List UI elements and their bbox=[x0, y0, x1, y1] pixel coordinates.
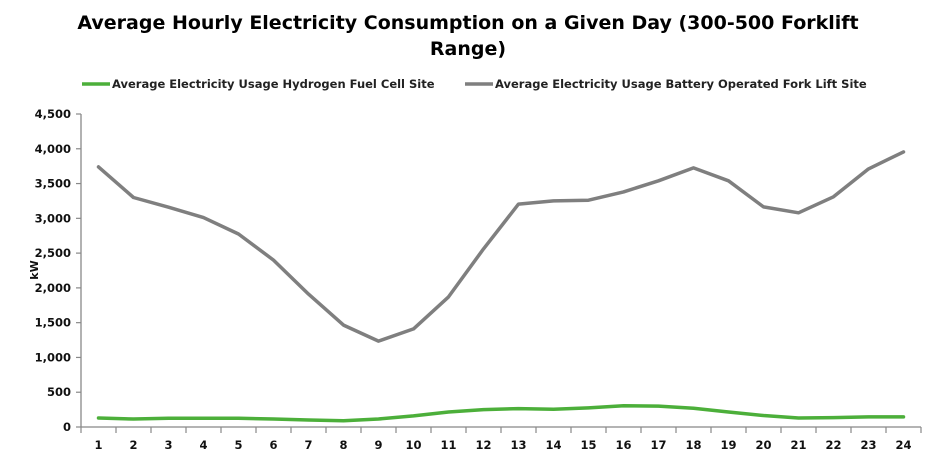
legend: Average Electricity Usage Hydrogen Fuel … bbox=[82, 77, 867, 91]
hydrogen-point bbox=[342, 419, 346, 423]
battery-point bbox=[832, 195, 836, 199]
hydrogen-point bbox=[97, 416, 101, 420]
hydrogen-point bbox=[517, 407, 521, 411]
legend-label-battery: Average Electricity Usage Battery Operat… bbox=[495, 77, 867, 91]
x-tick-label: 14 bbox=[545, 438, 561, 452]
y-tick-label: 1,000 bbox=[35, 350, 71, 364]
hydrogen-point bbox=[727, 410, 731, 414]
x-tick-label: 21 bbox=[790, 438, 806, 452]
legend-label-hydrogen: Average Electricity Usage Hydrogen Fuel … bbox=[112, 77, 435, 91]
y-tick-label: 1,500 bbox=[35, 316, 71, 330]
battery-point bbox=[482, 247, 486, 251]
battery-point bbox=[622, 190, 626, 194]
hydrogen-point bbox=[587, 406, 591, 410]
x-tick-label: 11 bbox=[440, 438, 456, 452]
battery-point bbox=[762, 205, 766, 209]
hydrogen-point bbox=[867, 415, 871, 419]
hydrogen-point bbox=[307, 418, 311, 422]
y-tick-label: 0 bbox=[63, 420, 71, 434]
x-tick-label: 18 bbox=[685, 438, 701, 452]
battery-point bbox=[307, 292, 311, 296]
y-axis-title: kW bbox=[28, 260, 41, 279]
x-tick-label: 10 bbox=[405, 438, 421, 452]
x-tick-label: 19 bbox=[720, 438, 736, 452]
battery-point bbox=[692, 166, 696, 170]
x-tick-label: 7 bbox=[304, 438, 312, 452]
hydrogen-point bbox=[832, 416, 836, 420]
x-tick-label: 13 bbox=[510, 438, 526, 452]
chart-title-line-1: Average Hourly Electricity Consumption o… bbox=[77, 12, 858, 34]
hydrogen-point bbox=[202, 416, 206, 420]
hydrogen-point bbox=[657, 404, 661, 408]
battery-point bbox=[237, 232, 241, 236]
hydrogen-point bbox=[447, 410, 451, 414]
battery-point bbox=[552, 199, 556, 203]
hydrogen-point bbox=[377, 417, 381, 421]
hydrogen-point bbox=[622, 404, 626, 408]
x-tick-label: 2 bbox=[129, 438, 137, 452]
legend-item-battery[interactable]: Average Electricity Usage Battery Operat… bbox=[465, 77, 867, 91]
y-tick-label: 2,000 bbox=[35, 281, 71, 295]
battery-point bbox=[412, 327, 416, 331]
battery-point bbox=[202, 216, 206, 220]
battery-point bbox=[727, 179, 731, 183]
hydrogen-point bbox=[797, 416, 801, 420]
y-tick-label: 3,000 bbox=[35, 211, 71, 225]
battery-point bbox=[272, 258, 276, 262]
battery-point bbox=[97, 165, 101, 169]
y-tick-label: 2,500 bbox=[35, 246, 71, 260]
battery-point bbox=[867, 167, 871, 171]
x-tick-label: 12 bbox=[475, 438, 491, 452]
battery-point bbox=[902, 150, 906, 154]
hydrogen-point bbox=[762, 414, 766, 418]
x-tick-label: 16 bbox=[615, 438, 631, 452]
x-tick-label: 1 bbox=[94, 438, 102, 452]
hydrogen-point bbox=[132, 417, 136, 421]
x-tick-label: 6 bbox=[269, 438, 277, 452]
x-tick-label: 15 bbox=[580, 438, 596, 452]
series-line-hydrogen bbox=[96, 404, 906, 423]
x-tick-label: 20 bbox=[755, 438, 771, 452]
y-tick-label: 4,000 bbox=[35, 142, 71, 156]
y-tick-label: 500 bbox=[47, 385, 71, 399]
axes: 0 500 1,000 1,500 2,000 2,500 3,000 3,500 4,000 4… bbox=[35, 107, 922, 452]
hydrogen-point bbox=[902, 415, 906, 419]
battery-point bbox=[447, 295, 451, 299]
battery-point bbox=[587, 198, 591, 202]
x-tick-label: 8 bbox=[339, 438, 347, 452]
hydrogen-point bbox=[552, 407, 556, 411]
battery-point bbox=[657, 179, 661, 183]
hydrogen-point bbox=[482, 408, 486, 412]
x-tick-label: 23 bbox=[860, 438, 876, 452]
battery-point bbox=[342, 323, 346, 327]
battery-point bbox=[132, 195, 136, 199]
battery-point bbox=[167, 205, 171, 209]
hydrogen-point bbox=[237, 416, 241, 420]
x-tick-label: 24 bbox=[895, 438, 911, 452]
series-group bbox=[96, 150, 906, 423]
y-tick-label: 3,500 bbox=[35, 177, 71, 191]
x-tick-label: 3 bbox=[164, 438, 172, 452]
battery-point bbox=[517, 202, 521, 206]
hydrogen-point bbox=[167, 416, 171, 420]
hydrogen-point bbox=[272, 417, 276, 421]
chart-title: Average Hourly Electricity Consumption o… bbox=[77, 12, 858, 60]
series-line-battery bbox=[96, 150, 906, 343]
x-tick-label: 9 bbox=[374, 438, 382, 452]
x-tick-label: 22 bbox=[825, 438, 841, 452]
chart-title-line-2: Range) bbox=[430, 38, 506, 60]
hydrogen-point bbox=[692, 406, 696, 410]
battery-point bbox=[377, 339, 381, 343]
y-tick-label: 4,500 bbox=[35, 107, 71, 121]
x-tick-label: 4 bbox=[199, 438, 207, 452]
x-tick-label: 17 bbox=[650, 438, 666, 452]
legend-item-hydrogen[interactable]: Average Electricity Usage Hydrogen Fuel … bbox=[82, 77, 435, 91]
x-tick-label: 5 bbox=[234, 438, 242, 452]
hydrogen-point bbox=[412, 414, 416, 418]
battery-point bbox=[797, 211, 801, 215]
